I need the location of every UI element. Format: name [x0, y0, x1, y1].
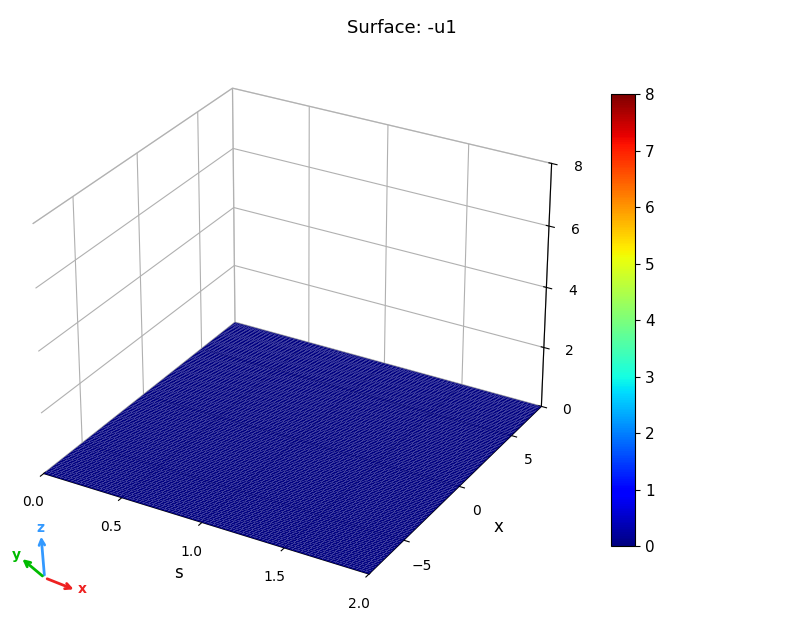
Text: z: z [36, 521, 44, 535]
X-axis label: s: s [173, 564, 182, 582]
Text: Surface: -u1: Surface: -u1 [347, 19, 456, 37]
Text: y: y [12, 548, 21, 562]
Text: x: x [77, 582, 87, 597]
Y-axis label: x: x [493, 518, 503, 536]
